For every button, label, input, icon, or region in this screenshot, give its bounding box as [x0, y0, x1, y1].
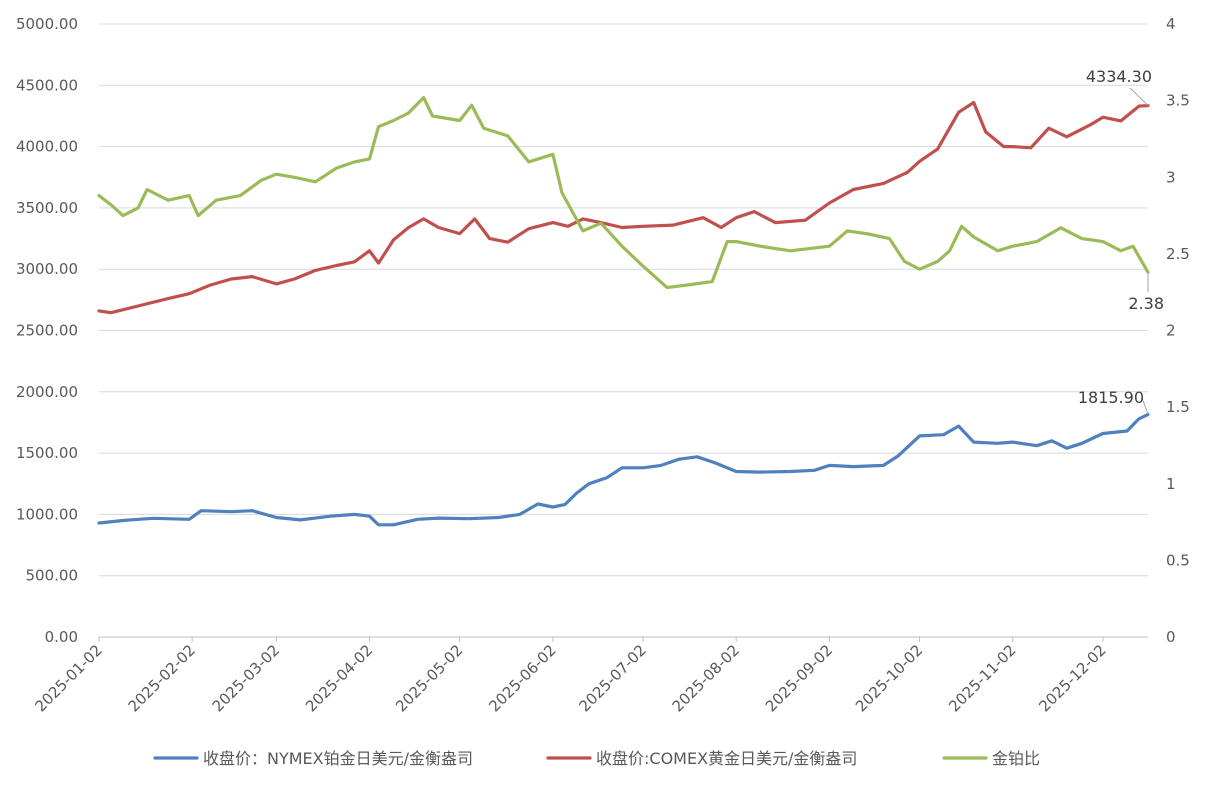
data-label-1: 4334.30: [1086, 67, 1152, 86]
legend-label: 收盘价：NYMEX铂金日美元/金衡盎司: [203, 749, 473, 768]
left-tick-label: 4500.00: [16, 76, 78, 94]
right-tick-label: 3.5: [1166, 92, 1190, 110]
x-tick-label: 2025-09-02: [762, 641, 836, 715]
annotation-leader: [1129, 87, 1149, 106]
left-tick-label: 1000.00: [16, 505, 78, 523]
right-tick-label: 2.5: [1166, 245, 1190, 263]
legend-item-1: 收盘价：NYMEX铂金日美元/金衡盎司: [153, 749, 473, 768]
data-label-3: 2.38: [1128, 294, 1164, 313]
x-tick-label: 2025-01-02: [31, 641, 105, 715]
left-tick-label: 2500.00: [16, 322, 78, 340]
left-tick-label: 2000.00: [16, 383, 78, 401]
legend-item-3: 金铂比: [942, 749, 1040, 768]
left-tick-label: 3500.00: [16, 199, 78, 217]
x-tick-label: 2025-12-02: [1035, 641, 1109, 715]
data-label-2: 1815.90: [1078, 388, 1144, 407]
right-tick-label: 0: [1166, 628, 1176, 646]
x-tick-label: 2025-11-02: [945, 641, 1019, 715]
x-tick-label: 2025-02-02: [125, 641, 199, 715]
x-tick-label: 2025-10-02: [852, 641, 926, 715]
x-tick-label: 2025-07-02: [575, 641, 649, 715]
annotation-leader: [1141, 397, 1149, 415]
left-tick-label: 4000.00: [16, 138, 78, 156]
x-axis: 2025-01-02 2025-02-02 2025-03-02 2025-04-02…: [31, 636, 1148, 715]
legend-label: 金铂比: [992, 749, 1040, 768]
left-tick-label: 0.00: [45, 628, 78, 646]
series-lines: [97, 95, 1150, 527]
legend: 收盘价：NYMEX铂金日美元/金衡盎司 收盘价:COMEX黄金日美元/金衡盎司 金铂…: [153, 749, 1040, 768]
right-tick-label: 1.5: [1166, 398, 1190, 416]
x-tick-label: 2025-03-02: [209, 641, 283, 715]
left-tick-label: 1500.00: [16, 444, 78, 462]
x-tick-label: 2025-06-02: [485, 641, 559, 715]
legend-label: 收盘价:COMEX黄金日美元/金衡盎司: [596, 749, 857, 768]
x-tick-label: 2025-08-02: [669, 641, 743, 715]
right-tick-label: 4: [1166, 15, 1176, 33]
right-tick-label: 2: [1166, 322, 1176, 340]
x-tick-label: 2025-05-02: [392, 641, 466, 715]
left-tick-label: 5000.00: [16, 15, 78, 33]
legend-item-2: 收盘价:COMEX黄金日美元/金衡盎司: [546, 749, 857, 768]
series-line-2: [97, 100, 1150, 315]
right-tick-label: 1: [1166, 475, 1176, 493]
right-y-axis: 0 0.5 1 1.5 2 2.5 3 3.5 4: [1166, 15, 1190, 646]
left-y-axis: 0.00 500.00 1000.00 1500.00 2000.00 2500.00 30…: [16, 15, 78, 646]
right-tick-label: 3: [1166, 168, 1176, 186]
series-line-3: [97, 95, 1150, 290]
left-tick-label: 500.00: [26, 567, 79, 585]
annotations: 4334.30 1815.90 2.38: [1078, 67, 1164, 415]
x-tick-label: 2025-04-02: [302, 641, 376, 715]
right-tick-label: 0.5: [1166, 551, 1190, 569]
gridlines: [99, 23, 1148, 638]
left-tick-label: 3000.00: [16, 260, 78, 278]
series-line-1: [97, 412, 1150, 527]
